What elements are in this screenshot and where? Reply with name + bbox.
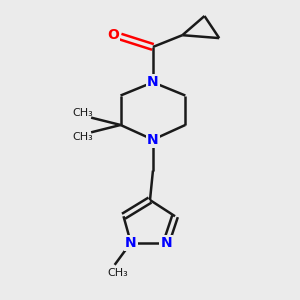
Text: CH₃: CH₃ xyxy=(107,268,128,278)
Text: N: N xyxy=(125,236,137,250)
Text: O: O xyxy=(107,28,119,42)
Text: CH₃: CH₃ xyxy=(72,132,93,142)
Text: N: N xyxy=(147,75,159,89)
Text: CH₃: CH₃ xyxy=(72,108,93,118)
Text: N: N xyxy=(147,133,159,147)
Text: N: N xyxy=(160,236,172,250)
